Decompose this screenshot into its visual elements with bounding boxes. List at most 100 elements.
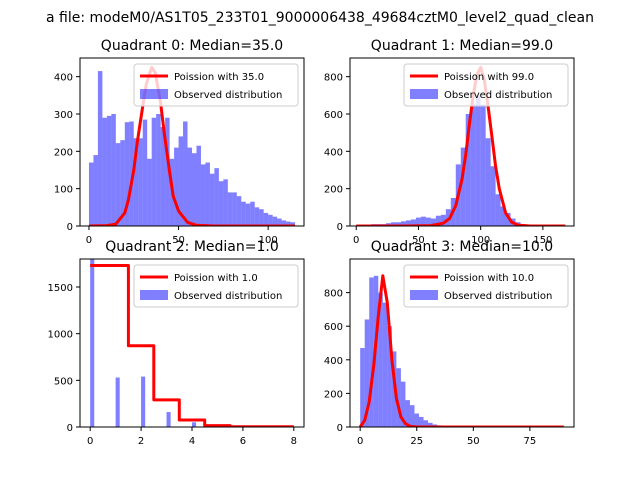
x-tick-label: 6 bbox=[240, 436, 246, 447]
y-tick-label: 500 bbox=[54, 376, 73, 387]
histogram-bar bbox=[281, 220, 287, 226]
histogram-bar bbox=[485, 138, 491, 226]
histogram-bar bbox=[245, 203, 251, 226]
figure-suptitle: a file: modeM0/AS1T05_233T01_9000006438_… bbox=[46, 10, 594, 26]
x-tick-label: 4 bbox=[189, 436, 195, 447]
y-tick-label: 0 bbox=[337, 222, 343, 233]
histogram-bar bbox=[236, 196, 242, 226]
quadrant-0-chart: 0 50 100 0 100 200 300 400 Quadrant 0: Median=35… bbox=[54, 38, 305, 246]
histogram-bar bbox=[102, 117, 107, 226]
histogram-bar bbox=[268, 214, 273, 226]
histogram-bar bbox=[406, 220, 411, 226]
histogram-bar bbox=[500, 206, 506, 226]
y-tick-label: 800 bbox=[324, 289, 343, 300]
histogram-bar bbox=[480, 104, 486, 226]
legend-hist-label: Observed distribution bbox=[444, 90, 552, 101]
y-tick-label: 600 bbox=[324, 110, 343, 121]
histogram-bar bbox=[218, 181, 224, 226]
histogram-bar bbox=[430, 218, 436, 226]
histogram-bar bbox=[423, 420, 429, 427]
x-tick-label: 50 bbox=[412, 235, 425, 246]
histogram-bar bbox=[263, 212, 269, 226]
histogram-bar bbox=[396, 368, 401, 427]
histogram-bar bbox=[378, 292, 383, 427]
y-tick-label: 200 bbox=[324, 389, 343, 400]
histogram-bar bbox=[495, 194, 501, 226]
histogram-bar bbox=[259, 209, 264, 226]
histogram-bar bbox=[250, 201, 255, 226]
legend-box bbox=[133, 63, 299, 107]
histogram-bar bbox=[420, 216, 426, 226]
histogram-bar bbox=[382, 302, 388, 427]
chart-title: Quadrant 2: Median=1.0 bbox=[105, 239, 279, 255]
histogram-bar bbox=[435, 215, 441, 226]
legend-fit-label: Poission with 99.0 bbox=[444, 72, 534, 83]
chart-title: Quadrant 0: Median=35.0 bbox=[101, 38, 283, 54]
x-tick-label: 100 bbox=[259, 235, 278, 246]
histogram-bar bbox=[178, 136, 184, 226]
histogram-bar bbox=[505, 212, 511, 226]
histogram-bar bbox=[192, 422, 197, 427]
legend-box bbox=[133, 264, 299, 308]
histogram-bar bbox=[369, 277, 374, 427]
histogram-bar bbox=[415, 217, 421, 226]
axes-frame bbox=[349, 57, 575, 227]
histogram-bar bbox=[183, 121, 188, 226]
histogram-bar bbox=[387, 326, 392, 427]
y-tick-label: 400 bbox=[324, 356, 343, 367]
histogram-bar bbox=[440, 214, 446, 226]
y-tick-label: 1500 bbox=[48, 283, 73, 294]
poisson-fit-line bbox=[90, 264, 294, 427]
histogram-bar bbox=[156, 114, 161, 226]
histogram-bar bbox=[97, 71, 103, 226]
chart-title: Quadrant 3: Median=10.0 bbox=[371, 239, 553, 255]
histogram-bar bbox=[277, 218, 282, 226]
y-tick-label: 600 bbox=[324, 322, 343, 333]
x-tick-label: 0 bbox=[357, 436, 363, 447]
histogram-bar bbox=[396, 222, 402, 226]
x-tick-label: 75 bbox=[524, 436, 537, 447]
histogram-bar bbox=[187, 147, 192, 226]
quadrant-3-chart: 0 25 50 75 0 200 400 600 800 Quadrant 3: Median=1… bbox=[324, 239, 575, 447]
legend-fit-label: Poission with 10.0 bbox=[444, 273, 534, 284]
x-tick-label: 2 bbox=[138, 436, 144, 447]
y-tick-label: 200 bbox=[54, 147, 73, 158]
histogram-bar bbox=[410, 219, 416, 226]
histogram-bar bbox=[111, 114, 116, 226]
histogram-bar bbox=[115, 143, 121, 226]
histogram-bar bbox=[428, 422, 433, 427]
legend-box bbox=[403, 63, 569, 107]
legend-hist-swatch bbox=[140, 290, 168, 300]
histogram-bar bbox=[227, 192, 233, 226]
histogram-bar bbox=[241, 201, 246, 226]
legend: Poission with 1.0 Observed distribution bbox=[133, 264, 299, 308]
histogram-bar bbox=[391, 222, 397, 226]
y-tick-label: 300 bbox=[54, 110, 73, 121]
histogram-bar bbox=[115, 377, 120, 427]
legend-hist-label: Observed distribution bbox=[174, 90, 282, 101]
histogram-bar bbox=[414, 413, 420, 427]
histogram-bar bbox=[409, 405, 415, 427]
y-tick-label: 400 bbox=[324, 147, 343, 158]
y-tick-label: 200 bbox=[324, 185, 343, 196]
histogram-bar bbox=[165, 117, 170, 226]
y-tick-label: 0 bbox=[67, 423, 73, 434]
histogram-bar bbox=[401, 221, 406, 226]
x-tick-label: 0 bbox=[353, 235, 359, 246]
legend-box bbox=[403, 264, 569, 308]
histogram-bar bbox=[209, 173, 215, 226]
histogram-bar bbox=[142, 119, 148, 226]
histogram-bar bbox=[166, 412, 171, 427]
x-tick-label: 150 bbox=[533, 235, 552, 246]
y-tick-label: 400 bbox=[54, 73, 73, 84]
legend-hist-label: Observed distribution bbox=[444, 291, 552, 302]
histogram-bar bbox=[460, 147, 466, 226]
quadrant-2-chart: 0 2 4 6 8 0 500 1000 1500 Quadrant 2: Median=1.0 P… bbox=[48, 239, 305, 447]
x-tick-label: 8 bbox=[291, 436, 297, 447]
histogram-bar bbox=[93, 155, 98, 226]
y-tick-label: 0 bbox=[67, 222, 73, 233]
histogram-bar bbox=[141, 376, 146, 427]
quadrant-1-chart: 0 50 100 150 0 200 400 600 800 Quadrant 1: Median… bbox=[324, 38, 575, 246]
legend: Poission with 35.0 Observed distribution bbox=[133, 63, 299, 107]
